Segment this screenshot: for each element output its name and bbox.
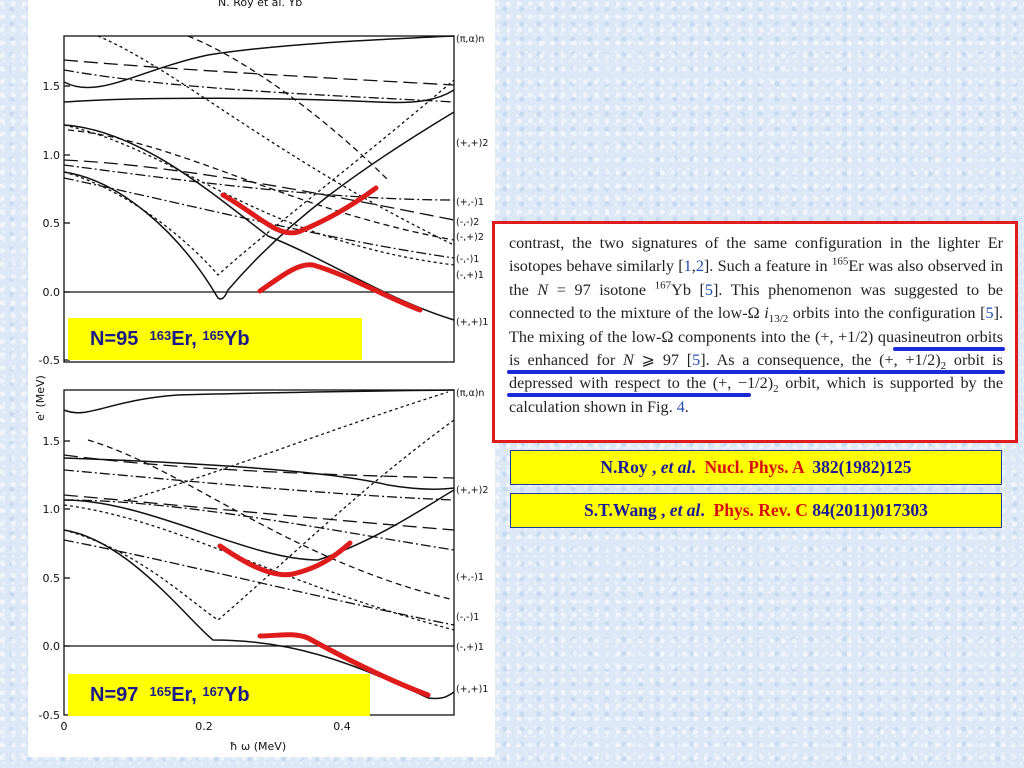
bottom-y-ticks: 1.5 1.0 0.5 0.0 -0.5 [39, 435, 70, 722]
top-ytick: 0.5 [43, 217, 61, 230]
mass-number: 165 [149, 683, 172, 699]
ref-journal: Nucl. Phys. A [704, 457, 813, 477]
curve-solid [63, 389, 455, 414]
curve-dash [87, 439, 455, 601]
top-curves [63, 35, 455, 321]
orbital-label: (+,+)2 [456, 138, 488, 149]
ref-author: S.T.Wang , [584, 500, 670, 520]
element-symbol: Er, [171, 683, 197, 706]
top-ytick: 0.0 [43, 286, 61, 299]
curve-short-dash [63, 124, 455, 266]
top-ytick: 1.0 [43, 149, 61, 162]
curve-short-dash [63, 419, 455, 621]
citation-link[interactable]: 5 [692, 351, 701, 370]
curve-short-dash [63, 79, 455, 276]
figure-link[interactable]: 4 [676, 397, 685, 416]
orbital-label: (-,+)1 [456, 642, 484, 653]
highlight-curve [220, 185, 379, 236]
ref-author: N.Roy , [600, 457, 661, 477]
top-y-ticks: 1.5 1.0 0.5 0.0 -0.5 [39, 80, 70, 367]
curve-long-dash [63, 159, 455, 221]
bottom-panel-label: N=97 165 Er, 167 Yb [68, 674, 370, 716]
bottom-ytick: 0.5 [43, 572, 61, 585]
curve-dot-dash [63, 539, 455, 626]
citation-link[interactable]: 5 [985, 304, 994, 323]
highlight-underline [893, 347, 1005, 351]
citation-link[interactable]: 1 [683, 257, 692, 276]
highlight-curve [257, 262, 423, 313]
highlight-underline [507, 370, 1005, 374]
top-ytick: -0.5 [39, 354, 60, 367]
caption-fragment: N. Roy et al. Yb [218, 0, 302, 9]
citation-link[interactable]: 2 [695, 257, 704, 276]
curve-solid [63, 111, 455, 300]
mass-number: 165 [202, 327, 225, 343]
bottom-ytick: 0.0 [43, 640, 61, 653]
xtick: 0.4 [333, 720, 351, 733]
mass-number: 167 [202, 683, 225, 699]
reference-box: S.T.Wang , et al. Phys. Rev. C 84(2011)0… [510, 493, 1002, 528]
citation-link[interactable]: 5 [704, 280, 714, 299]
orbital-label: (-,+)2 [456, 232, 484, 243]
curve-dot-dash [63, 177, 455, 259]
element-symbol: Er, [171, 327, 197, 350]
bottom-right-labels: (π,α)n (+,+)2 (+,-)1 (-,-)1 (-,+)1 (+,+)… [456, 388, 488, 695]
curve-solid [63, 489, 455, 561]
bottom-ytick: -0.5 [39, 709, 60, 722]
ref-citation: 382(1982)125 [812, 457, 912, 477]
ref-etal: et al [660, 457, 692, 477]
top-panel-frame [63, 35, 455, 363]
neutron-number: N=95 [90, 327, 139, 350]
curve-long-dash [63, 59, 455, 86]
ref-etal: et al [669, 500, 701, 520]
neutron-number: N=97 [90, 683, 139, 706]
mass-number: 163 [149, 327, 172, 343]
highlight-curve [217, 540, 353, 578]
top-right-labels: (π,α)n (+,+)2 (+,-)1 (-,-)2 (-,+)2 (-,-)… [456, 34, 488, 328]
element-symbol: Yb [224, 683, 250, 706]
bottom-ytick: 1.0 [43, 503, 61, 516]
xtick: 0 [61, 720, 68, 733]
curve-dash [67, 129, 455, 241]
y-axis-label: e' (MeV) [34, 375, 47, 421]
curve-solid [63, 35, 455, 89]
orbital-label: (+,-)1 [456, 197, 484, 208]
orbital-label: (π,α)n [456, 388, 484, 399]
orbital-label: (-,-)2 [456, 217, 479, 228]
x-axis-label: ħ ω (MeV) [230, 740, 286, 753]
ref-citation: 84(2011)017303 [812, 500, 928, 520]
orbital-label: (+,-)1 [456, 572, 484, 583]
excerpt-text: contrast, the two signatures of the same… [509, 234, 1004, 416]
orbital-label: (-,-)1 [456, 254, 479, 265]
orbital-label: (+,+)1 [456, 684, 488, 695]
xtick: 0.2 [195, 720, 213, 733]
orbital-label: (-,+)1 [456, 270, 484, 281]
curve-dash [187, 35, 389, 181]
bottom-curves [63, 389, 455, 700]
curve-short-dash [127, 391, 449, 501]
top-panel-label: N=95 163 Er, 165 Yb [68, 318, 362, 360]
curve-solid [63, 457, 455, 490]
ref-journal: Phys. Rev. C [713, 500, 813, 520]
top-panel: 1.5 1.0 0.5 0.0 -0.5 [39, 34, 489, 367]
highlight-underline [507, 393, 751, 397]
bottom-ytick: 1.5 [43, 435, 61, 448]
orbital-label: (+,+)2 [456, 485, 488, 496]
routhian-figure: .ax { stroke:#111; stroke-width:1.3; fil… [28, 0, 495, 757]
routhian-plot: .ax { stroke:#111; stroke-width:1.3; fil… [34, 0, 489, 753]
curve-long-dash [63, 494, 455, 531]
curve-solid [63, 89, 455, 104]
curve-solid [63, 529, 455, 700]
curve-long-dash [63, 454, 455, 479]
element-symbol: Yb [224, 327, 250, 350]
orbital-label: (+,+)1 [456, 317, 488, 328]
orbital-label: (π,α)n [456, 34, 484, 45]
highlight-curve [257, 632, 431, 698]
reference-box: N.Roy , et al. Nucl. Phys. A 382(1982)12… [510, 450, 1002, 485]
paper-excerpt: contrast, the two signatures of the same… [492, 221, 1018, 443]
curve-short-dash [97, 35, 455, 246]
curve-dot-dash [63, 469, 455, 501]
orbital-label: (-,-)1 [456, 612, 479, 623]
top-ytick: 1.5 [43, 80, 61, 93]
